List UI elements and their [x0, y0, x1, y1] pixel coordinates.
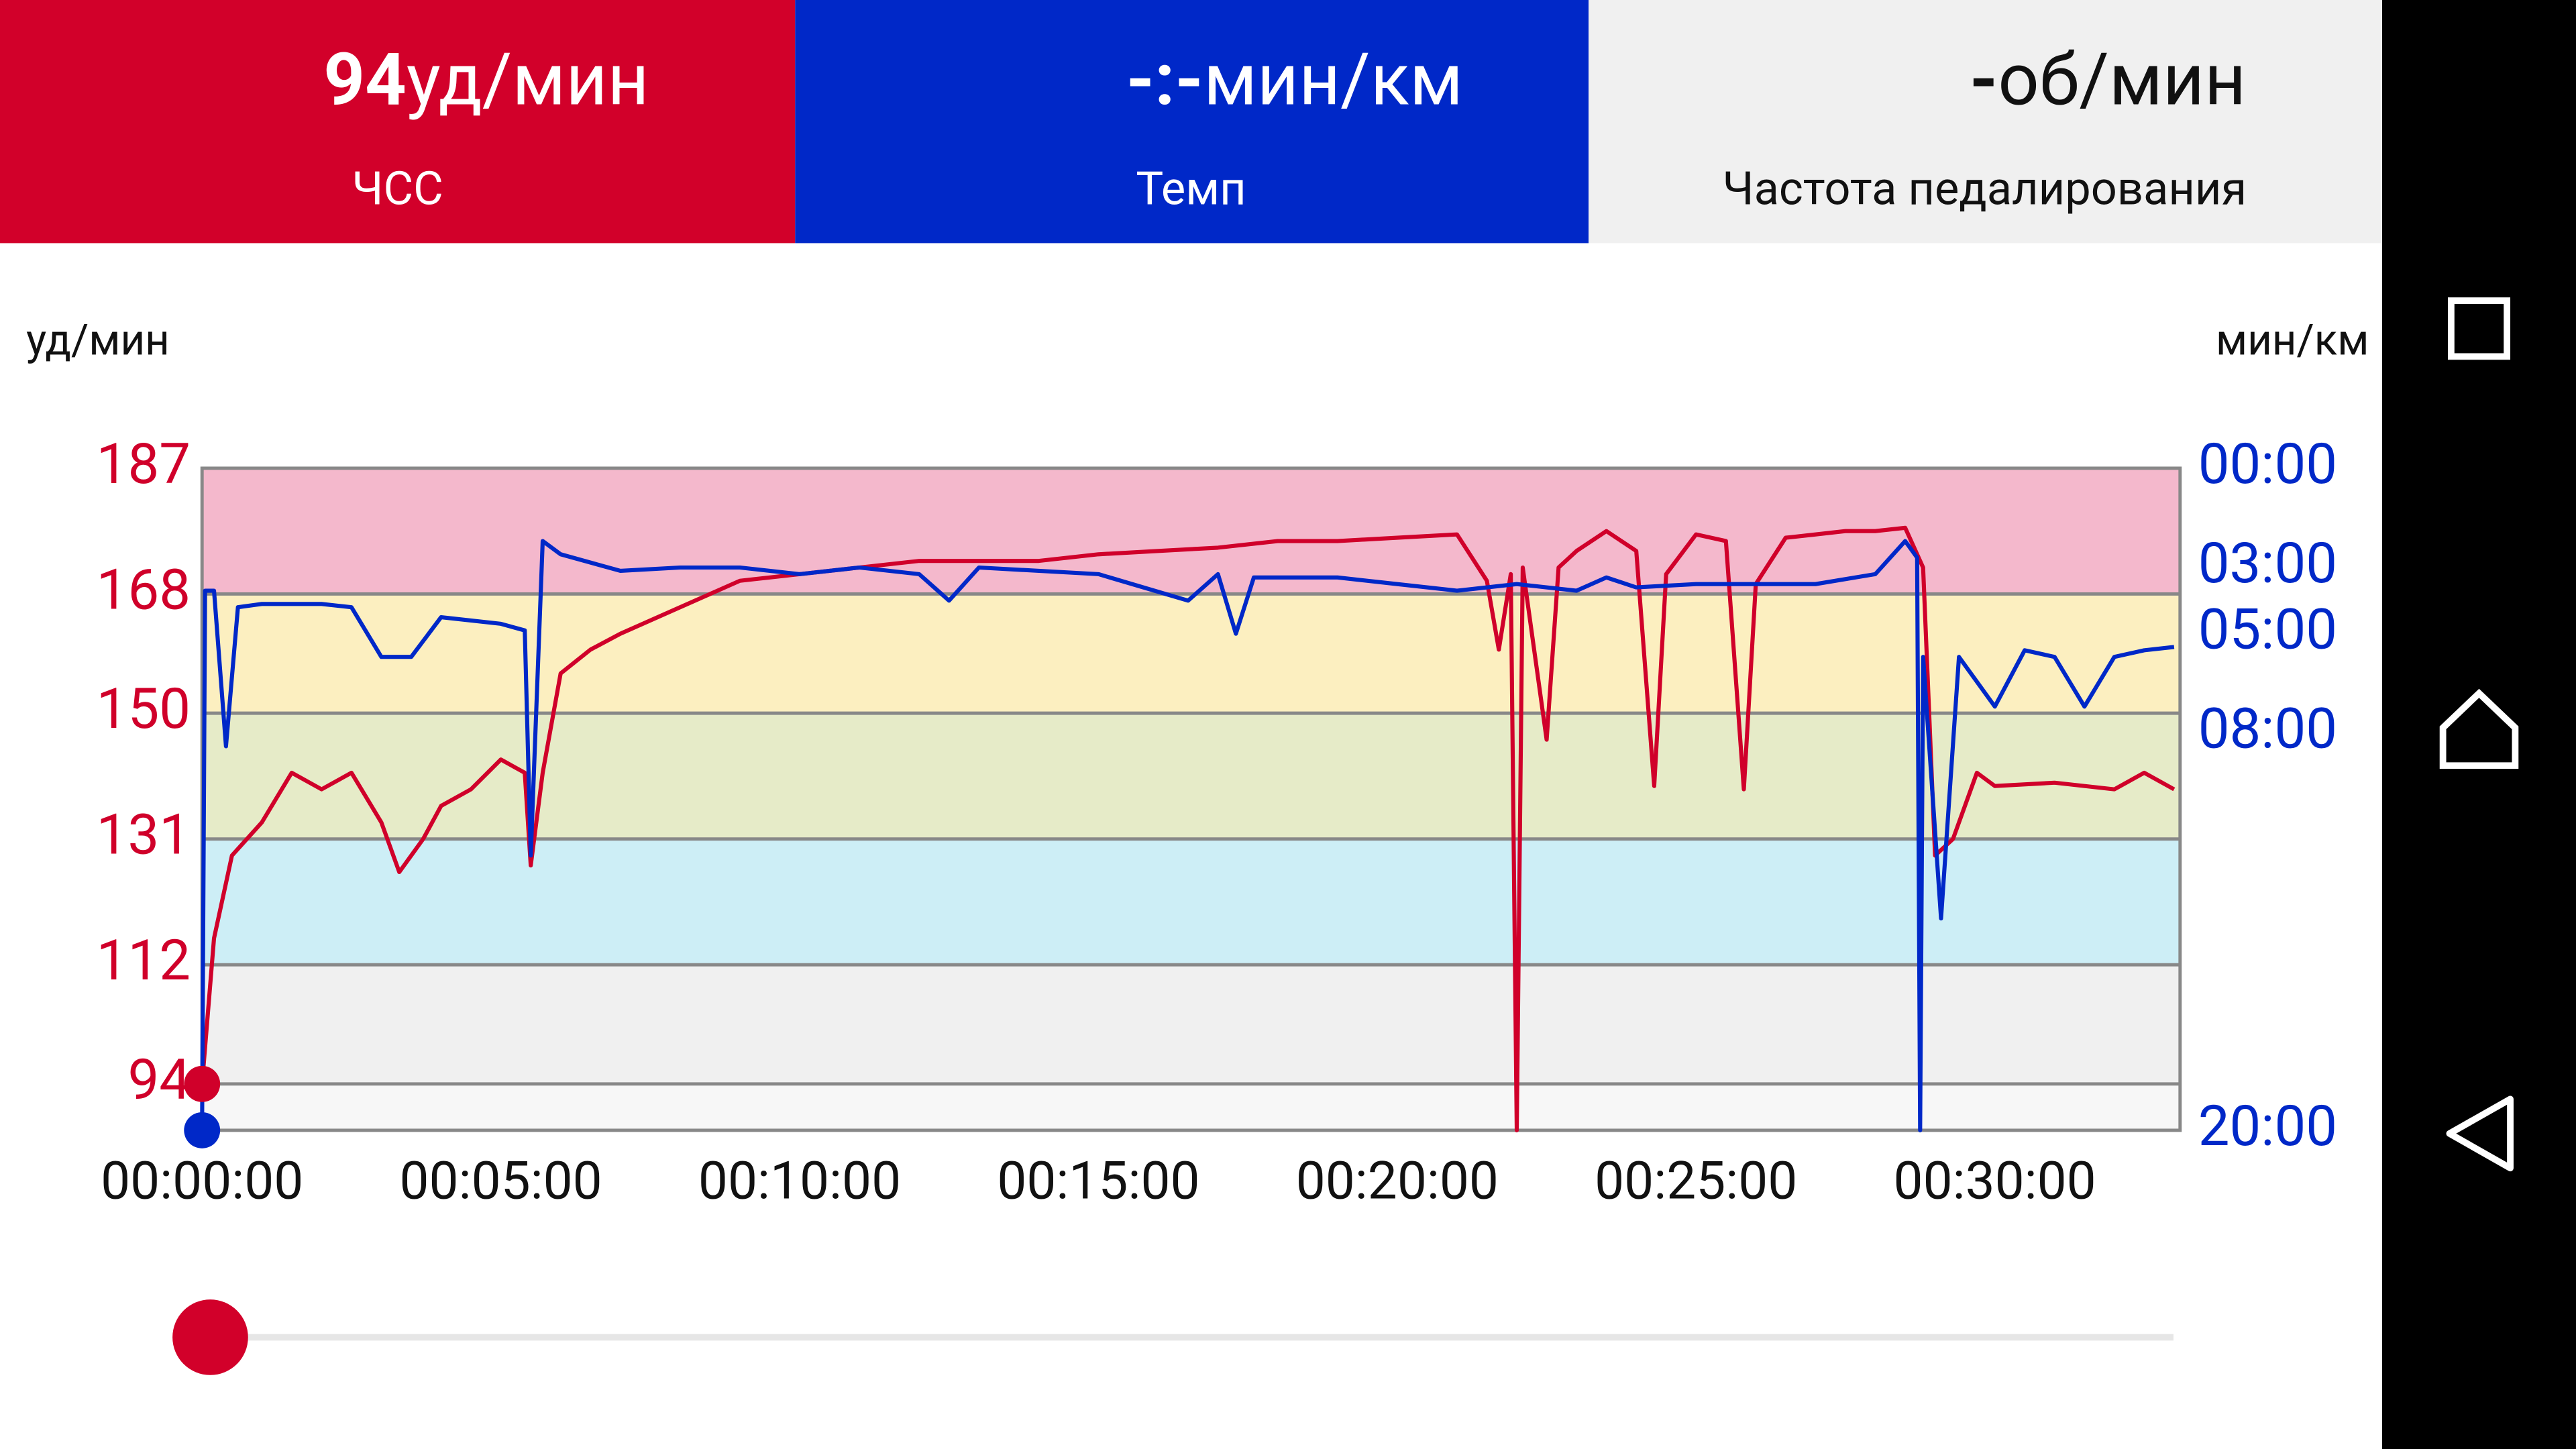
y-tick-label: 131: [97, 803, 191, 868]
y-tick-label: 112: [97, 928, 191, 994]
back-button[interactable]: [2446, 1095, 2514, 1172]
y2-axis-title: мин/км: [2216, 315, 2369, 366]
current-marker: [184, 1065, 221, 1102]
zone-band: [202, 965, 2180, 1084]
y-axis-title: уд/мин: [26, 315, 170, 366]
x-tick-label: 00:20:00: [1296, 1150, 1499, 1212]
y-tick-label: 168: [97, 557, 191, 623]
y2-tick-label: 05:00: [2198, 598, 2337, 663]
cadence-tile[interactable]: [1589, 0, 2383, 244]
tile-value: 94уд/мин: [323, 38, 649, 123]
x-tick-label: 00:25:00: [1595, 1150, 1797, 1212]
slider-knob[interactable]: [172, 1299, 248, 1375]
zone-band: [202, 1083, 2180, 1130]
zone-band: [202, 713, 2180, 839]
zone-band: [202, 839, 2180, 965]
current-marker: [184, 1112, 221, 1148]
tile-value: -:-мин/км: [1126, 38, 1463, 123]
x-tick-label: 00:10:00: [698, 1150, 901, 1212]
y2-tick-label: 20:00: [2198, 1094, 2337, 1159]
series-line: [200, 539, 2175, 1132]
tile-number: -:-: [1126, 38, 1203, 123]
tile-unit: об/мин: [1998, 38, 2246, 123]
tile-label: Частота педалирования: [1723, 162, 2247, 216]
x-tick-label: 00:15:00: [997, 1150, 1199, 1212]
y-tick-label: 150: [97, 677, 191, 742]
y2-tick-label: 08:00: [2198, 697, 2337, 762]
series-line: [200, 525, 2176, 1132]
nav-bar: [2382, 0, 2576, 1449]
y2-tick-label: 03:00: [2198, 531, 2337, 596]
y-tick-label: 94: [128, 1048, 191, 1113]
y-tick-label: 187: [97, 432, 191, 497]
tile-label: Темп: [1136, 162, 1246, 216]
pace-tile[interactable]: [795, 0, 1589, 244]
hr-tile[interactable]: [0, 0, 796, 244]
recents-button[interactable]: [2447, 297, 2511, 360]
x-tick-label: 00:00:00: [101, 1150, 303, 1212]
tile-number: -: [1970, 38, 1998, 123]
tile-label: ЧСС: [352, 162, 443, 216]
x-tick-label: 00:05:00: [400, 1150, 602, 1212]
x-tick-label: 00:30:00: [1894, 1150, 2096, 1212]
tile-unit: мин/км: [1203, 38, 1463, 123]
tile-value: -об/мин: [1970, 38, 2246, 123]
y2-tick-label: 00:00: [2198, 432, 2337, 497]
zone-band: [202, 594, 2180, 714]
tile-unit: уд/мин: [407, 38, 649, 123]
tile-number: 94: [323, 38, 407, 123]
home-button[interactable]: [2439, 688, 2519, 769]
